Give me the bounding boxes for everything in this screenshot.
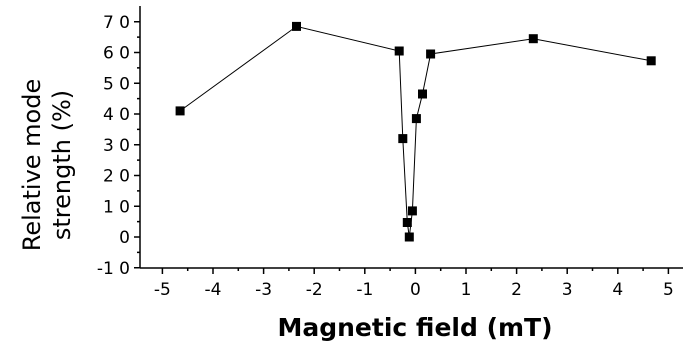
data-point bbox=[418, 89, 427, 99]
y-tick-label: 3 0 bbox=[103, 136, 130, 156]
y-tick-label: 7 0 bbox=[103, 13, 130, 33]
data-point bbox=[426, 49, 436, 59]
data-point bbox=[407, 206, 417, 216]
y-axis-label: Relative mode strength (%) bbox=[18, 79, 76, 251]
data-point bbox=[402, 218, 412, 227]
y-tick-label: 4 0 bbox=[103, 105, 130, 125]
axes bbox=[139, 6, 683, 269]
y-axis-label-line-2: strength (%) bbox=[48, 90, 76, 240]
x-axis-label: Magnetic field (mT) bbox=[277, 313, 552, 342]
x-tick-label: 3 bbox=[562, 280, 573, 300]
y-tick-label: -1 0 bbox=[97, 259, 130, 279]
y-tick-label: 1 0 bbox=[103, 197, 130, 217]
x-tick-label: -4 bbox=[205, 280, 222, 300]
x-ticks: -5 -4 -3 -2 -1 0 1 2 3 4 5 bbox=[154, 268, 674, 300]
x-tick-label: 4 bbox=[612, 280, 623, 300]
data-point bbox=[398, 134, 408, 144]
x-tick-label: 2 bbox=[511, 280, 522, 300]
data-point bbox=[292, 21, 301, 31]
series-line bbox=[179, 25, 652, 238]
data-point bbox=[646, 56, 656, 66]
data-point bbox=[404, 232, 414, 242]
x-tick-label: 1 bbox=[461, 280, 472, 300]
data-point bbox=[175, 106, 185, 116]
x-tick-label: -2 bbox=[306, 280, 323, 300]
data-point bbox=[394, 46, 404, 56]
x-tick-label: -3 bbox=[255, 280, 272, 300]
x-tick-label: 5 bbox=[663, 280, 674, 300]
y-tick-label: 6 0 bbox=[103, 44, 130, 64]
plot-area bbox=[175, 21, 656, 242]
data-point bbox=[411, 114, 421, 124]
x-tick-label: -5 bbox=[154, 280, 171, 300]
data-point bbox=[528, 34, 538, 44]
y-axis-label-line-1: Relative mode bbox=[18, 79, 46, 251]
y-tick-label: 2 0 bbox=[103, 167, 130, 187]
y-ticks: -1 0 0 1 0 2 0 3 0 4 0 5 0 6 0 7 0 bbox=[97, 13, 140, 279]
y-tick-label: 0 bbox=[119, 228, 130, 248]
x-tick-label: 0 bbox=[410, 280, 421, 300]
x-tick-label: -1 bbox=[356, 280, 373, 300]
y-tick-label: 5 0 bbox=[103, 74, 130, 94]
